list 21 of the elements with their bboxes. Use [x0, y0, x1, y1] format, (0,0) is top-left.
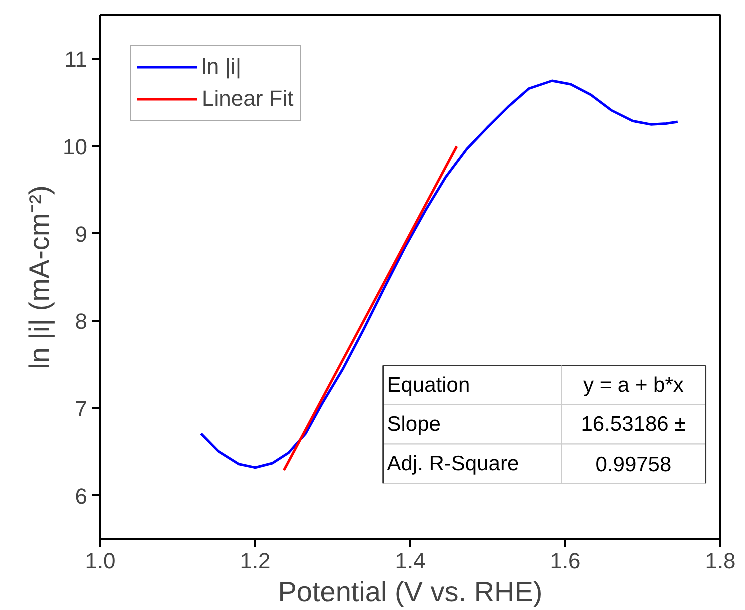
y-tick-label: 9	[75, 222, 88, 247]
y-axis-title: ln |i| (mA-cm⁻²)	[24, 186, 56, 370]
annotation: y = a + b*x	[584, 374, 684, 397]
annotation: Adj. R-Square	[387, 452, 520, 476]
x-tick-label: 1.0	[85, 548, 116, 574]
x-tick-label: 1.4	[395, 548, 426, 574]
y-tick-label: 11	[64, 47, 88, 72]
x-tick-label: 1.2	[240, 548, 271, 574]
annotation: 0.99758	[596, 453, 672, 476]
y-tick-label: 6	[75, 484, 88, 509]
x-tick-label: 1.6	[550, 548, 581, 574]
legend-label: ln |i|	[202, 53, 242, 81]
y-tick-label: 10	[63, 134, 88, 160]
legend-label: Linear Fit	[202, 85, 294, 113]
annotation: Slope	[387, 413, 441, 436]
y-tick-label: 7	[75, 396, 88, 422]
annotation: Equation	[387, 374, 470, 397]
annotation: 16.53186 ±	[581, 413, 686, 436]
x-tick-label: 1.8	[705, 548, 736, 574]
x-axis-title: Potential (V vs. RHE)	[278, 576, 543, 608]
y-tick-label: 8	[75, 309, 88, 334]
